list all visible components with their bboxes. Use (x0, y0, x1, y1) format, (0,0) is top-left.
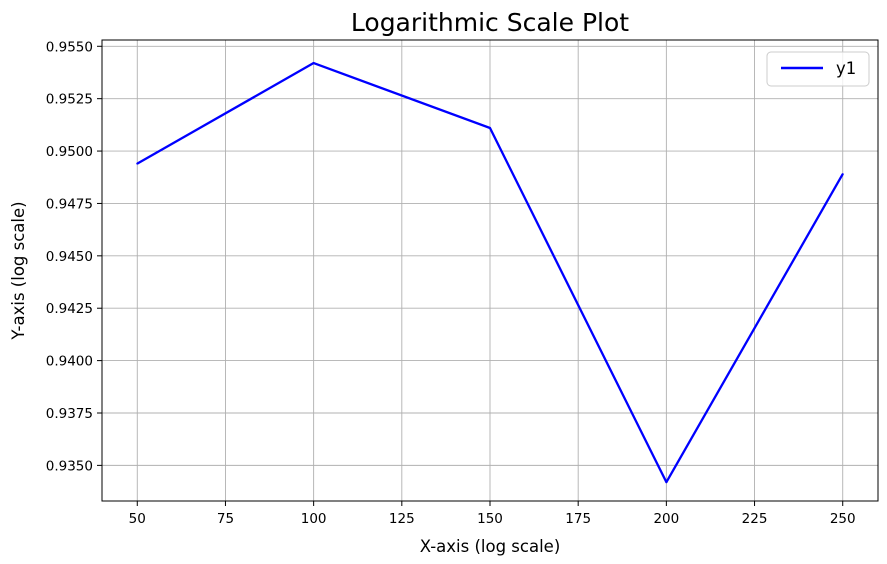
y-tick-label: 0.9475 (46, 196, 93, 212)
y-tick-label: 0.9350 (46, 458, 93, 474)
x-tick-label: 50 (129, 511, 146, 527)
x-tick-label: 150 (477, 511, 503, 527)
grid-layer (102, 40, 878, 501)
x-tick-label: 125 (389, 511, 415, 527)
x-tick-label: 225 (742, 511, 768, 527)
data-point (136, 162, 139, 165)
y-axis: 0.9350 0.9375 0.9400 0.9425 0.9450 0.9475 0.95… (46, 39, 102, 474)
y-tick-label: 0.9425 (46, 301, 93, 317)
data-point (489, 127, 491, 130)
chart-title: Logarithmic Scale Plot (351, 8, 629, 37)
data-point (312, 62, 315, 65)
legend: y1 (766, 51, 870, 87)
y-tick-label: 0.9550 (46, 39, 93, 55)
legend-label-y1: y1 (836, 59, 856, 78)
x-tick-label: 250 (830, 511, 856, 527)
x-axis-label: X-axis (log scale) (420, 537, 561, 556)
y-tick-label: 0.9450 (46, 249, 93, 265)
series-layer (136, 61, 844, 484)
y-tick-label: 0.9400 (46, 354, 93, 370)
y-tick-label: 0.9525 (46, 92, 93, 108)
x-tick-label: 100 (301, 511, 327, 527)
y-axis-label: Y-axis (log scale) (9, 201, 28, 340)
x-axis: 50 75 100 125 150 175 200 225 250 (129, 501, 856, 527)
y-tick-label: 0.9375 (46, 406, 93, 422)
data-point (665, 481, 668, 484)
data-point (841, 173, 844, 176)
x-tick-label: 200 (653, 511, 679, 527)
x-tick-label: 75 (217, 511, 234, 527)
y-tick-label: 0.9500 (46, 144, 93, 160)
x-tick-label: 175 (565, 511, 591, 527)
